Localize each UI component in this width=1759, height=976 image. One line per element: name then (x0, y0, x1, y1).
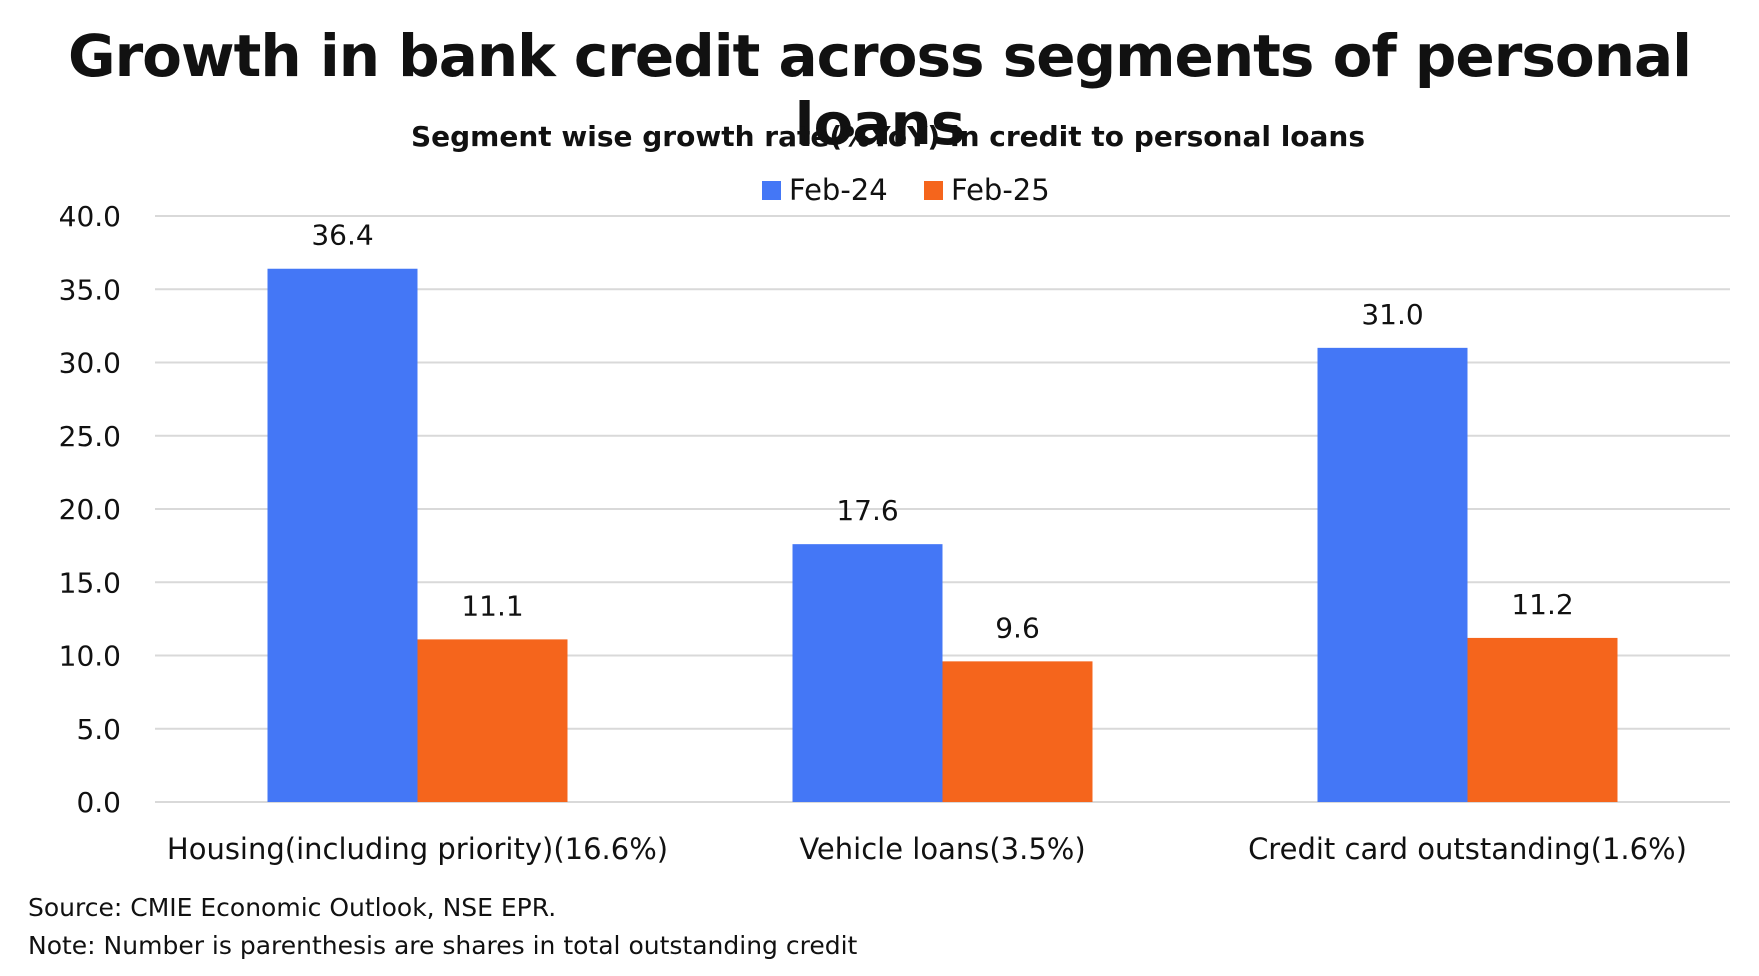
data-label: 11.1 (461, 589, 523, 622)
y-tick-label: 25.0 (59, 420, 121, 453)
bars (267, 268, 1618, 802)
legend: Feb-24 Feb-25 (762, 173, 1050, 207)
data-label: 9.6 (995, 611, 1040, 644)
data-label: 36.4 (311, 219, 373, 252)
legend-label: Feb-24 (789, 173, 888, 207)
bar-feb-25 (942, 661, 1093, 802)
data-label: 31.0 (1361, 298, 1423, 331)
source-note: Source: CMIE Economic Outlook, NSE EPR. (28, 893, 557, 922)
y-tick-label: 35.0 (59, 273, 121, 306)
legend-swatch (762, 181, 781, 200)
y-tick-label: 0.0 (76, 786, 121, 819)
bar-feb-25 (1467, 637, 1618, 802)
chart-title: Segment wise growth rate(%YoY) in credit… (411, 120, 1365, 153)
data-label: 17.6 (836, 494, 898, 527)
x-axis-ticks: Housing(including priority)(16.6%) Vehicl… (167, 832, 1687, 866)
bar-feb-24 (1317, 347, 1468, 802)
y-tick-label: 40.0 (59, 200, 121, 233)
bar-feb-24 (267, 268, 418, 802)
x-tick-label: Credit card outstanding(1.6%) (1248, 832, 1687, 866)
bar-feb-25 (417, 639, 568, 802)
legend-label: Feb-25 (951, 173, 1050, 207)
y-tick-label: 15.0 (59, 566, 121, 599)
legend-swatch (924, 181, 943, 200)
footnote: Note: Number is parenthesis are shares i… (28, 931, 858, 960)
y-axis-ticks: 0.0 5.0 10.0 15.0 20.0 25.0 30.0 35.0 40.0 (59, 200, 121, 819)
y-tick-label: 30.0 (59, 347, 121, 380)
page-title: Growth in bank credit across segments of… (67, 22, 1692, 158)
data-label: 11.2 (1511, 588, 1573, 621)
x-tick-label: Vehicle loans(3.5%) (799, 832, 1085, 866)
bar-feb-24 (792, 544, 943, 802)
y-tick-label: 10.0 (59, 640, 121, 673)
y-tick-label: 20.0 (59, 493, 121, 526)
y-tick-label: 5.0 (76, 713, 121, 746)
data-labels: 36.4 11.1 17.6 9.6 31.0 11.2 (311, 219, 1573, 645)
x-tick-label: Housing(including priority)(16.6%) (167, 832, 668, 866)
